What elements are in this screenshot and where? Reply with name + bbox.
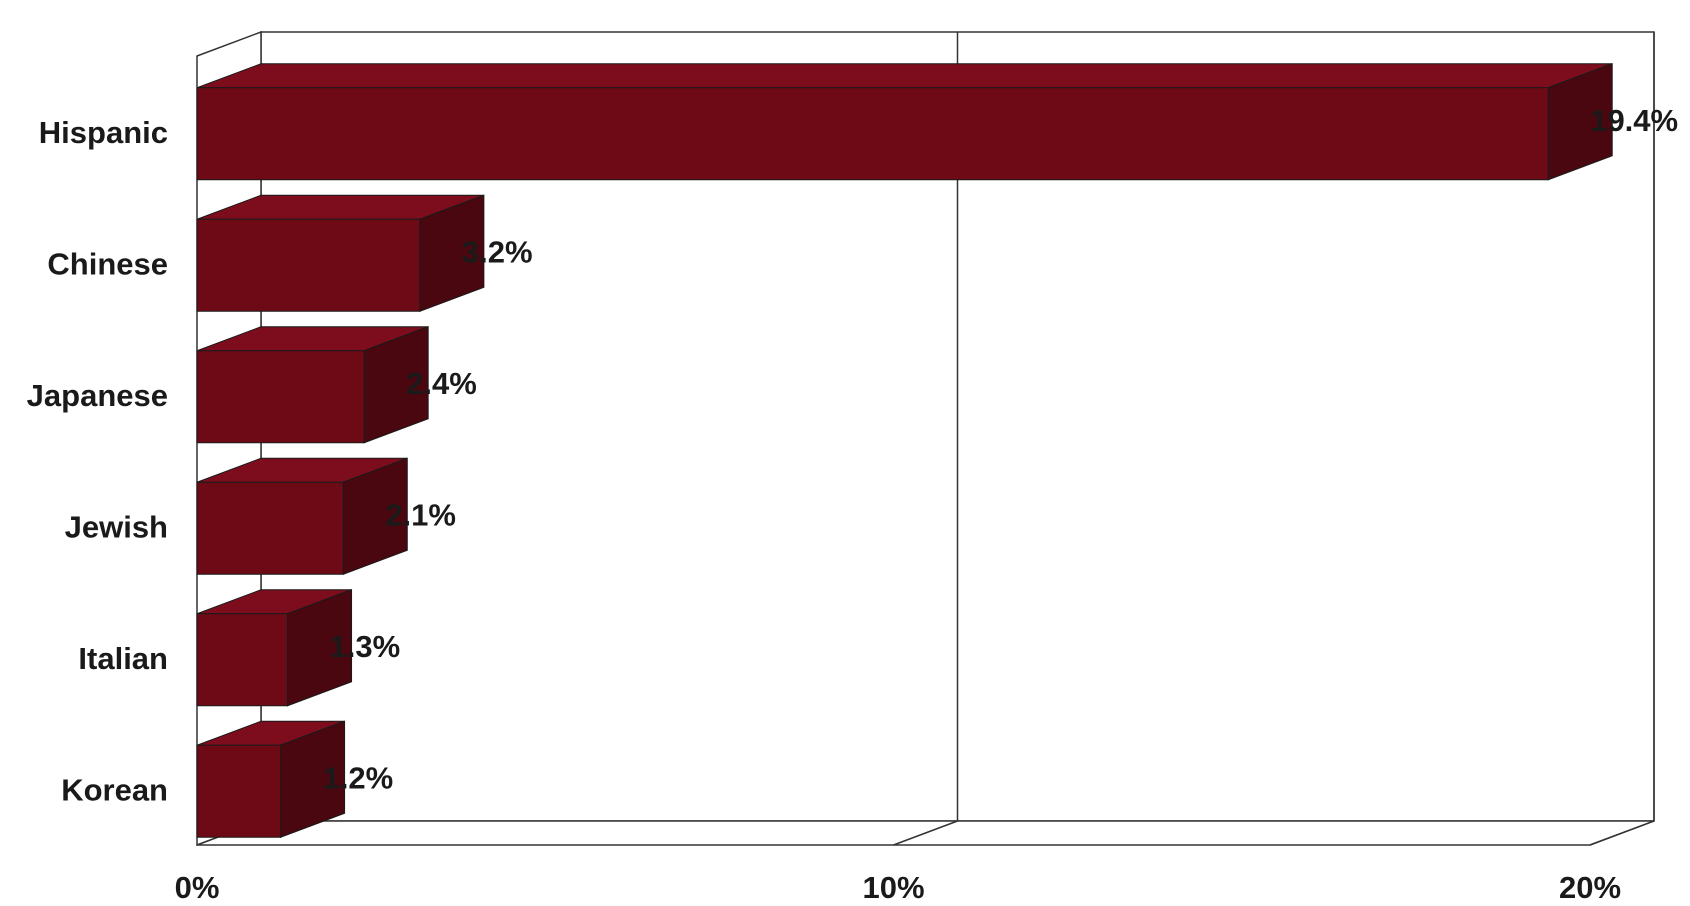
- bar: [196, 63, 1613, 181]
- bar: [196, 720, 346, 838]
- bar: [196, 326, 429, 444]
- tick-label: 10%: [862, 870, 924, 905]
- bar-top-face: [196, 63, 1613, 89]
- bar-front-face: [196, 613, 289, 707]
- category-label: Chinese: [47, 246, 168, 281]
- bar: [196, 589, 353, 707]
- bar: [196, 457, 408, 575]
- category-label: Hispanic: [39, 115, 168, 150]
- data-label: 2.4%: [406, 366, 477, 401]
- bars: [196, 63, 1613, 838]
- data-label: 3.2%: [462, 234, 533, 269]
- bar-front-face: [196, 481, 344, 575]
- tick-label: 0%: [175, 870, 220, 905]
- data-label: 19.4%: [1590, 103, 1678, 138]
- tick-label: 20%: [1559, 870, 1621, 905]
- category-label: Jewish: [65, 509, 168, 544]
- floor-gridline: [1589, 820, 1655, 846]
- bar-front-face: [196, 350, 365, 444]
- category-label: Japanese: [27, 378, 168, 413]
- data-label: 1.2%: [323, 760, 394, 795]
- floor-gridline: [893, 820, 958, 846]
- data-label: 1.3%: [330, 629, 401, 664]
- category-label: Italian: [78, 641, 168, 676]
- bar-front-face: [196, 744, 282, 838]
- labels: Hispanic 19.4% Chinese 3.2% Japanese 2.4% Jewi…: [27, 103, 1678, 905]
- bar: [196, 194, 485, 312]
- bar-front-face: [196, 87, 1549, 181]
- data-label: 2.1%: [385, 497, 456, 532]
- category-label: Korean: [61, 772, 168, 807]
- bar-front-face: [196, 218, 421, 312]
